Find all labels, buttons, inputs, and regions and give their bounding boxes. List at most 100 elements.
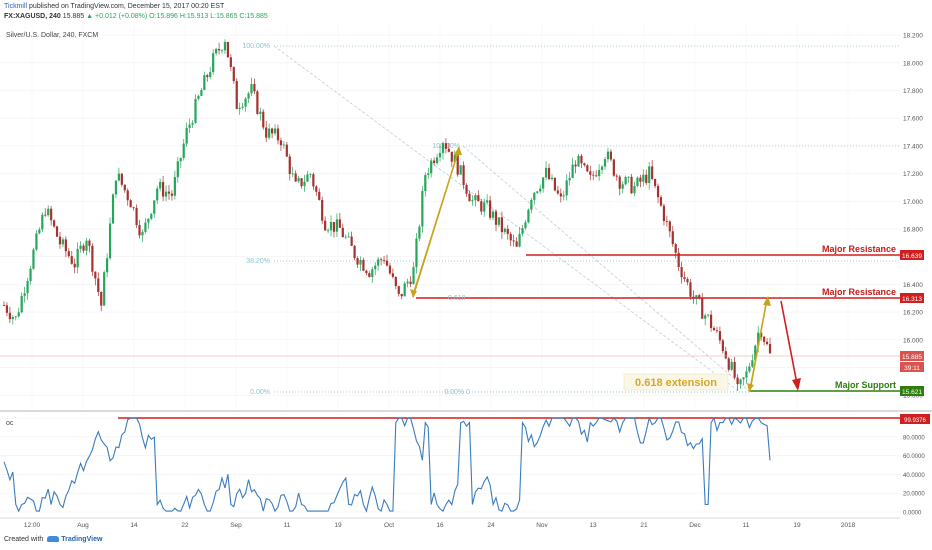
candle-body [515,241,518,247]
candle-body [447,148,450,152]
tag-resistance-upper: 16.639 [900,250,924,260]
candle-body [41,214,44,230]
candle-body [312,174,315,187]
price-tick-label: 17.800 [903,88,923,95]
candle-body [123,184,126,191]
candle-body [52,220,56,227]
candle-body [659,197,663,206]
candle-body [598,169,601,177]
level-major-support[interactable]: Major Support [750,380,900,392]
created-with-text: Created with [4,536,44,543]
candle-body [88,240,91,246]
candle-body [512,240,515,242]
candle-body [480,201,483,212]
candle-body [486,200,489,203]
candle-body [648,166,651,184]
candle-body [268,128,271,138]
candle-body [288,156,291,174]
candle-body [712,328,716,331]
annotation-text: 0.618 extension [635,377,717,389]
ohlc-values: O:15.896 H:15.913 L:15.865 C:15.885 [149,13,268,20]
candle-body [627,176,630,178]
chart-svg[interactable]: Silver/U.S. Dollar, 240, FXCM 100.00% 38… [0,24,932,532]
candle-body [300,178,303,187]
candle-body [388,265,392,274]
candle-body [217,48,221,51]
candle-body [17,312,20,317]
tradingview-brand[interactable]: TradingView [61,536,103,543]
price-pane[interactable] [0,24,900,409]
candle-body [167,191,171,194]
time-tick-label: 19 [334,522,342,529]
annotation-0618-extension[interactable]: 0.618 extension [623,373,729,391]
candle-body [400,293,403,297]
candle-body [441,143,445,153]
candle-body [241,106,244,108]
candle-body [117,173,120,181]
candle-body [350,236,353,246]
price-tick-label: 18.000 [903,60,923,67]
price-axis[interactable]: 18.200 18.000 17.800 17.600 17.400 17.200 17.0… [903,33,923,400]
candle-body [144,222,147,232]
candle-body [253,84,256,92]
candle-body [197,95,200,99]
candle-body [503,228,506,233]
candle-body [226,41,230,58]
candle-body [129,200,132,208]
candle-body [259,111,262,114]
candle-body [256,91,259,114]
candle-body [215,48,218,54]
candle-body [159,182,162,189]
candle-body [571,164,574,179]
candle-body [533,192,536,200]
candle-body [173,177,176,196]
candle-body [474,195,477,201]
candle-body [382,260,386,261]
candle-body [135,207,138,226]
candle-body [185,127,188,144]
fib-label-100: 100.00% [242,43,270,50]
tag-stoch-top: 99.9376 [900,414,930,424]
candle-body [462,165,465,186]
level-major-resistance-upper[interactable]: Major Resistance [526,244,900,256]
candle-body [91,245,94,272]
candle-body [424,174,427,192]
time-axis[interactable]: 12:00 Aug 14 22 Sep 11 19 Oct 16 24 Nov 13 21 Dec 11 19… [24,522,856,529]
candle-body [550,177,554,180]
candle-body [412,267,415,285]
price-tick-label: 18.200 [903,33,923,40]
candle-body [736,377,739,385]
candle-body [459,165,462,175]
candle-body [150,213,153,219]
candle-body [444,143,448,149]
candle-body [247,93,250,99]
candle-body [568,178,571,181]
svg-text:99.9376: 99.9376 [904,418,926,424]
candle-body [671,231,674,245]
tag-countdown: 39:11 [900,362,924,372]
candle-body [615,175,618,177]
candle-body [44,214,47,216]
candle-body [542,177,545,189]
tradingview-logo-icon [47,536,60,543]
candle-body [530,199,533,210]
candle-body [294,173,297,182]
candle-body [332,221,336,232]
level-major-resistance-lower[interactable]: Major Resistance 0.618 [416,287,900,302]
candle-body [707,314,710,316]
svg-text:39:11: 39:11 [904,365,920,372]
stochastic-pane[interactable]: oc 80.0000 60.0000 40.0000 20.0000 0.0000 99… [0,414,930,517]
price-tick-label: 17.600 [903,116,923,123]
chart-legend: Silver/U.S. Dollar, 240, FXCM [6,32,98,39]
candle-body [76,248,79,268]
candle-body [645,174,648,184]
candle-body [315,186,318,192]
candle-body [633,186,636,194]
chart-frame[interactable]: Silver/U.S. Dollar, 240, FXCM 100.00% 38… [0,24,932,532]
candle-body [539,188,542,192]
candle-body [403,283,406,297]
stoch-axis[interactable]: 80.0000 60.0000 40.0000 20.0000 0.0000 [903,435,925,516]
candle-body [656,185,660,198]
author-link[interactable]: Tickmill [4,3,28,10]
retrace-arrow-1 [410,148,460,298]
